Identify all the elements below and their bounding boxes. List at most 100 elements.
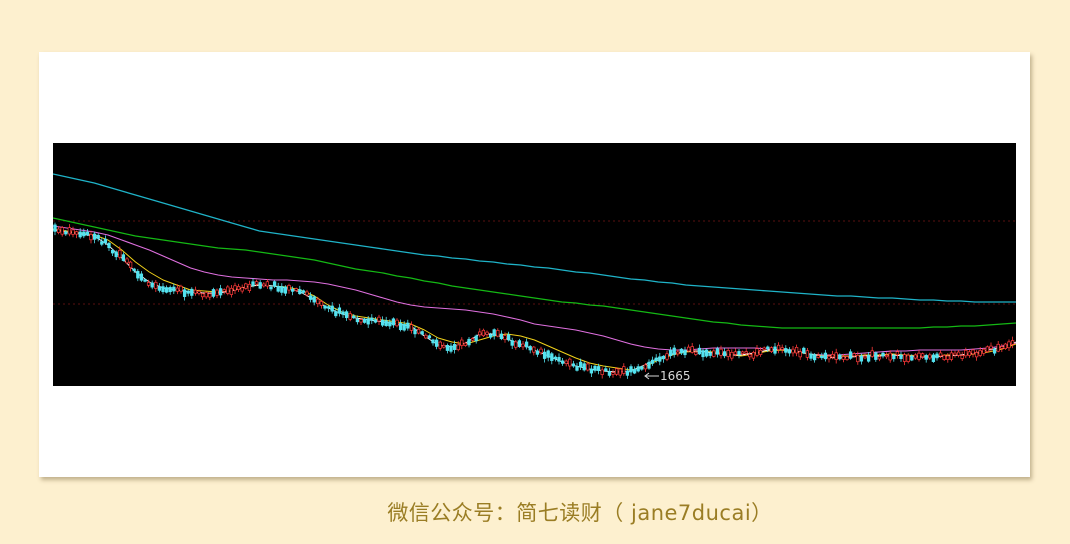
candle-body-188 [730,351,734,359]
candle-body-253 [964,349,968,357]
candle-body-85 [359,319,363,323]
candle-body-47 [222,289,226,292]
candle-body-43 [208,293,212,298]
candle-body-181 [704,349,709,357]
candle-body-44 [211,289,216,297]
candle-body-113 [460,339,464,346]
candle-body-190 [737,351,741,355]
candle-body-143 [568,358,572,367]
candle-body-205 [791,348,795,354]
candle-body-79 [337,307,342,314]
chart-svg: 1665 [53,173,1016,383]
candle-body-7 [78,231,82,238]
candle-body-95 [395,319,399,327]
candle-body-172 [672,347,676,355]
candle-body-23 [136,270,140,279]
candle-body-114 [463,342,468,346]
wechat-caption: 微信公众号：简七读财（ jane7ducai） [387,501,773,525]
candle-body-13 [100,241,104,245]
candle-body-182 [708,352,712,356]
candle-body-21 [128,261,133,269]
candle-body-207 [798,351,802,358]
candle-body-239 [913,354,918,359]
candle-body-233 [892,355,896,360]
candle-body-4 [67,227,72,235]
candle-body-121 [488,334,493,338]
candle-body-146 [578,361,583,368]
candle-body-132 [528,346,532,351]
candle-body-154 [607,371,612,376]
candle-body-147 [582,363,586,371]
candle-body-30 [161,286,165,293]
candle-body-260 [989,345,993,349]
candle-body-38 [190,288,194,296]
candle-body-248 [946,355,950,360]
candle-body-108 [442,344,446,348]
candle-body-151 [596,366,601,371]
candle-body-230 [881,352,885,357]
candle-body-103 [424,334,428,339]
candle-body-157 [618,368,622,376]
candle-body-242 [924,354,928,360]
candle-body-258 [982,348,986,354]
candle-body-124 [499,333,504,340]
candle-body-222 [852,353,856,357]
candle-body-41 [200,293,205,298]
candle-body-185 [719,348,723,356]
candle-body-158 [622,366,626,374]
candle-body-29 [157,286,162,291]
candle-body-176 [686,346,691,352]
chart-card: 1665 [39,52,1030,477]
candle-body-8 [82,231,86,237]
candle-body-197 [762,347,766,350]
candle-body-116 [470,338,475,341]
candle-body-203 [784,348,788,353]
candle-body-100 [413,329,417,335]
candle-body-12 [96,234,100,239]
candle-body-170 [665,353,669,360]
candle-body-228 [874,352,878,360]
candle-body-76 [326,306,331,309]
candle-body-138 [550,353,554,361]
candle-body-140 [557,357,561,362]
candle-body-257 [978,350,982,356]
candle-body-130 [521,343,525,348]
candle-body-231 [884,354,889,358]
candle-body-191 [740,351,745,355]
candle-body-135 [539,348,543,354]
candle-body-187 [726,350,730,357]
candle-body-89 [373,319,378,323]
candle-body-19 [121,254,126,261]
candle-body-237 [906,354,910,362]
candle-body-105 [431,339,435,344]
candle-body-52 [240,287,244,292]
candle-body-196 [758,349,763,355]
candle-body-177 [690,346,694,353]
candle-body-101 [416,328,421,334]
candle-body-122 [492,329,496,337]
candle-body-11 [92,233,97,240]
candle-body-96 [398,323,403,331]
candle-body-126 [506,334,511,341]
candle-body-250 [953,352,957,356]
candle-body-144 [571,363,576,367]
candle-body-128 [514,341,518,348]
candle-body-32 [168,287,172,293]
candle-body-183 [712,350,716,357]
candle-body-249 [949,352,954,360]
candle-body-112 [456,344,460,351]
candle-body-51 [236,286,241,290]
candle-body-83 [352,315,356,319]
candle-body-64 [283,286,288,294]
candle-body-232 [888,352,892,361]
candle-body-149 [589,368,594,374]
candle-body-55 [251,281,255,286]
low-price-label: 1665 [660,369,691,383]
candle-body-45 [215,289,219,296]
candle-body-204 [787,349,792,354]
candlestick-chart[interactable]: 1665 [53,143,1016,386]
candle-body-59 [265,281,270,287]
candle-body-134 [535,350,540,355]
candle-body-212 [816,355,820,358]
candle-body-26 [146,282,151,286]
